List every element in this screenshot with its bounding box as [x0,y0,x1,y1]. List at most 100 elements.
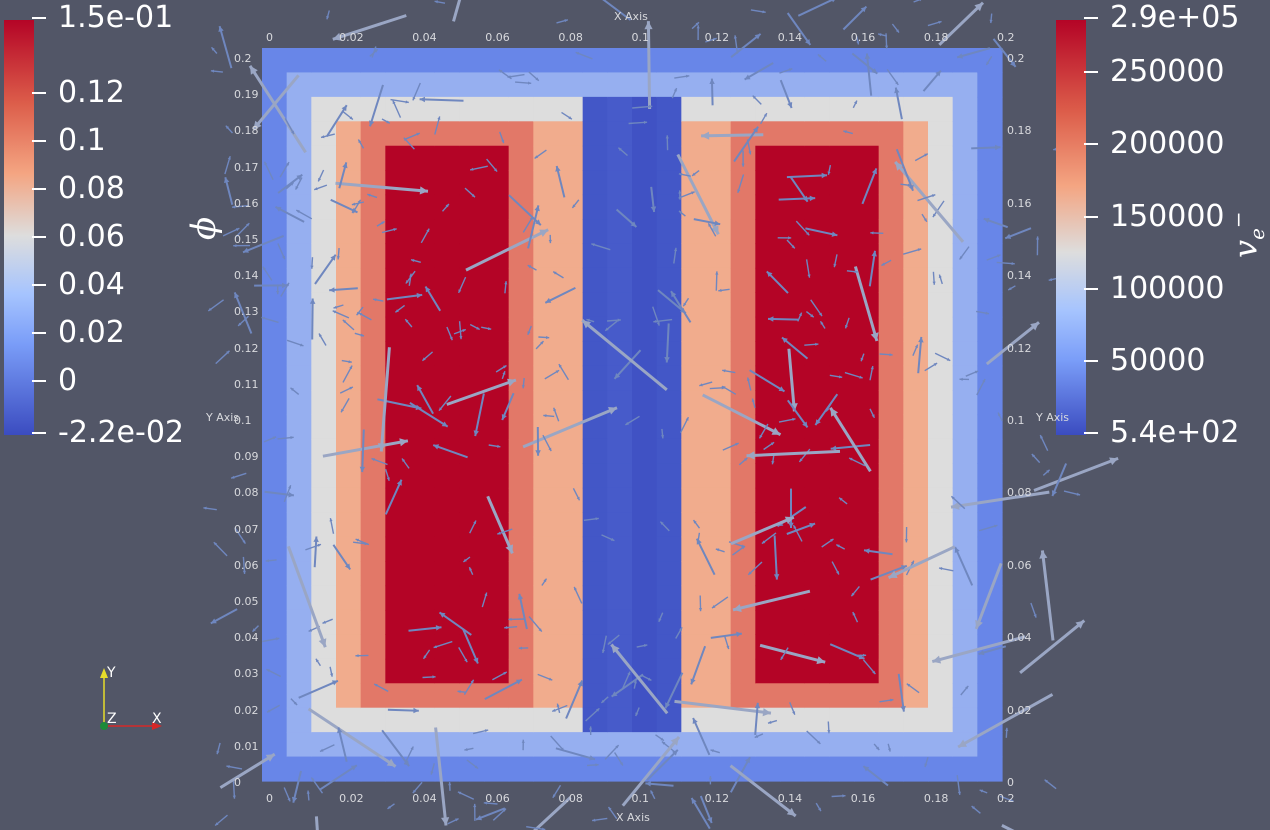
field-cell [286,48,312,74]
velocity-glyph [528,616,543,633]
velocity-glyph-head [851,592,855,597]
field-cell [928,341,954,367]
y-tick-left: 0.12 [234,341,259,355]
velocity-glyph-head [820,321,824,325]
ve-label: 50000 [1110,343,1206,378]
velocity-glyph-head [871,168,877,175]
field-cell [434,341,460,367]
field-cell [632,438,658,464]
velocity-glyph [676,153,720,235]
field-cell [311,341,337,367]
velocity-glyph-head [954,547,960,553]
field-cell [780,561,806,587]
field-cell [706,438,732,464]
field-cell [484,585,510,611]
velocity-glyph-head [807,274,811,278]
velocity-glyph-head [527,265,532,269]
velocity-glyph-head [791,245,795,249]
velocity-glyph-head [872,670,876,675]
field-cell [336,658,362,684]
phi-tick [32,236,46,238]
velocity-glyph [895,148,914,192]
velocity-glyph-head [595,517,599,521]
velocity-glyph-head [253,120,262,130]
velocity-glyph-head [608,407,617,415]
velocity-glyph [392,100,402,118]
field-cell [977,96,1003,122]
field-cell [484,414,510,440]
phi-tick [32,380,46,382]
velocity-glyph-head [859,375,863,379]
velocity-glyph [218,25,233,69]
field-cell [755,170,781,196]
velocity-glyph-head [540,341,544,345]
velocity-glyph-head [830,445,837,451]
velocity-glyph-head [556,703,560,707]
velocity-glyph [814,393,839,426]
velocity-glyph-head [979,789,984,793]
velocity-glyph-head [895,81,899,85]
field-cell [508,487,534,513]
velocity-glyph-head [539,229,549,237]
velocity-glyph-head [589,726,593,730]
field-cell [434,219,460,245]
velocity-glyph-head [607,641,612,645]
field-cell [262,463,288,489]
field-cell [607,414,633,440]
field-cell [311,463,337,489]
y-tick-left: 0.15 [234,233,259,246]
field-cell [706,463,732,489]
velocity-glyph-head [817,54,822,58]
field-cell [977,72,1003,98]
field-cell [854,512,880,538]
velocity-glyph-head [226,765,230,769]
field-cell [903,316,929,342]
velocity-glyph-head [830,538,834,542]
velocity-glyph-head [387,805,391,809]
field-cell [410,48,436,74]
velocity-glyph-head [295,186,299,190]
field-cell [385,170,411,196]
field-cell [681,438,707,464]
velocity-glyph-head [231,475,235,479]
velocity-glyph-head [691,191,695,195]
field-cell [656,658,682,684]
velocity-glyph-head [935,70,941,77]
field-cell [410,121,436,147]
velocity-glyph-head [894,87,900,94]
field-cell [854,219,880,245]
field-cell [780,463,806,489]
field-cell [484,756,510,782]
velocity-glyph-head [768,720,772,724]
field-cell [632,585,658,611]
field-cell [434,243,460,269]
velocity-glyph [870,564,908,581]
velocity-glyph-head [266,669,270,672]
velocity-glyph [646,21,652,110]
field-cell [582,585,608,611]
y-axis-title-left: Y Axis [206,411,240,424]
field-cell [286,658,312,684]
velocity-glyph-head [310,265,314,269]
velocity-glyph [474,393,485,437]
velocity-glyph [335,181,429,193]
field-cell [484,658,510,684]
field-cell [977,390,1003,416]
velocity-glyph [868,250,876,287]
velocity-glyph-head [653,319,657,323]
field-cell [286,96,312,122]
field-cell [780,96,806,122]
field-cell [928,243,954,269]
velocity-glyph [956,775,961,795]
velocity-glyph-head [957,791,961,795]
field-cell [410,438,436,464]
velocity-glyph-head [576,496,580,501]
field-cell [755,487,781,513]
field-cell [829,365,855,391]
velocity-glyph-head [938,20,942,24]
velocity-glyph [759,643,826,664]
velocity-glyph-head [227,156,231,160]
velocity-glyph-head [1031,454,1036,458]
field-cell [286,145,312,171]
